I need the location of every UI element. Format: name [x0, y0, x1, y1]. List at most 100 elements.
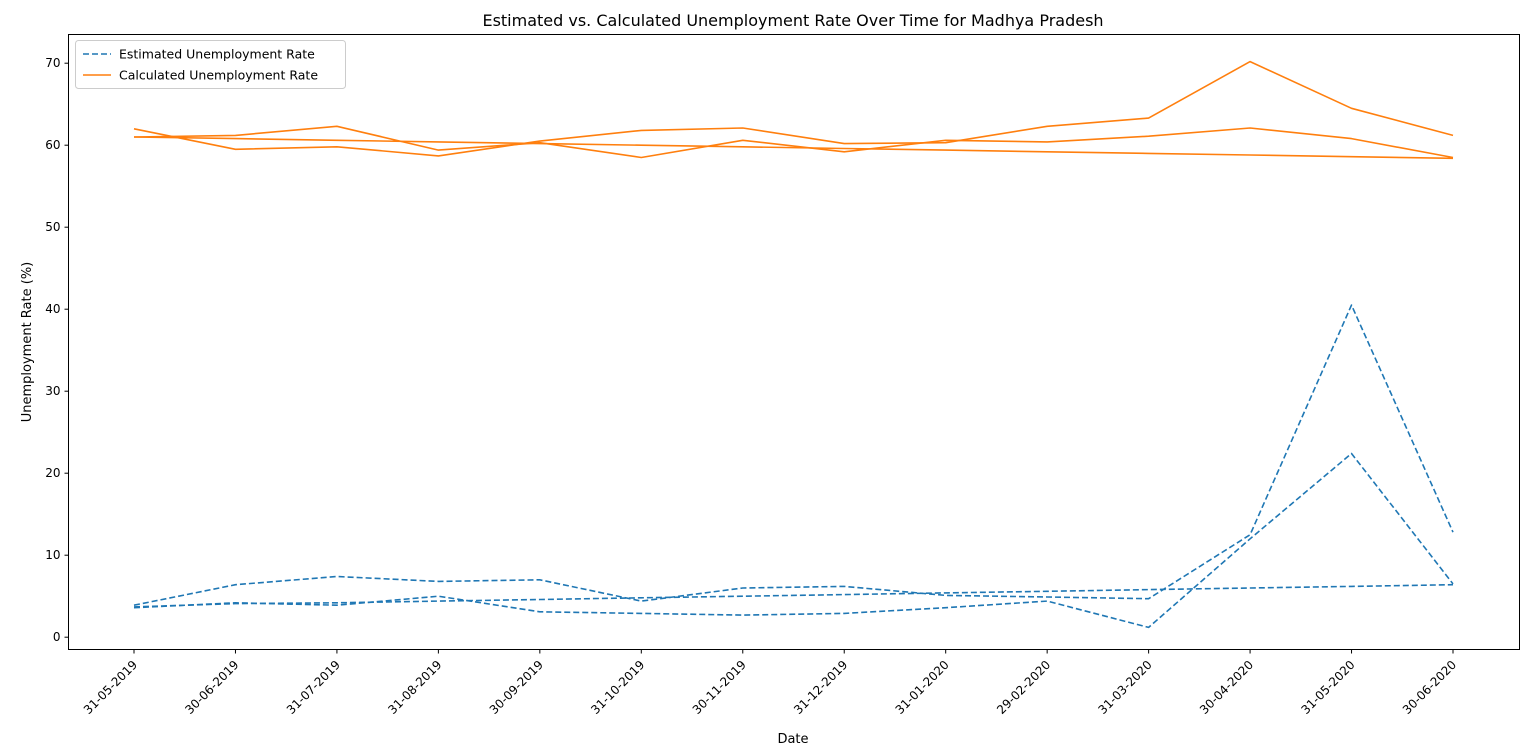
data-point — [336, 139, 338, 141]
legend-frame — [75, 40, 346, 89]
data-point — [945, 139, 947, 141]
y-tick-label: 10 — [45, 548, 60, 562]
data-point — [1351, 453, 1353, 455]
data-point — [1452, 135, 1454, 137]
y-tick-label: 20 — [45, 466, 60, 480]
data-point — [742, 146, 744, 148]
data-point — [235, 149, 237, 151]
data-point — [1351, 108, 1353, 110]
series-line — [133, 304, 1454, 606]
y-tick-label: 0 — [53, 630, 61, 644]
data-point — [1148, 589, 1150, 591]
data-point — [1452, 584, 1454, 586]
data-point — [1046, 151, 1048, 153]
x-axis-title: Date — [777, 732, 808, 747]
data-point — [1046, 126, 1048, 128]
data-point — [1249, 61, 1251, 63]
series-line — [133, 452, 1454, 629]
data-point — [945, 149, 947, 151]
series-calculated — [133, 60, 1454, 160]
y-tick-label: 30 — [45, 384, 60, 398]
data-point — [641, 600, 643, 602]
data-point — [1249, 534, 1251, 536]
data-point — [641, 597, 643, 599]
data-point — [1249, 127, 1251, 129]
data-point — [945, 607, 947, 609]
plot-frame — [68, 34, 1520, 650]
data-point — [1046, 596, 1048, 598]
series-estimated — [133, 304, 1454, 629]
data-point — [843, 143, 845, 145]
y-tick-label: 40 — [45, 302, 60, 316]
data-point — [336, 602, 338, 604]
data-point — [1046, 590, 1048, 592]
legend-label-calculated: Calculated Unemployment Rate — [119, 68, 318, 83]
data-point — [742, 127, 744, 129]
data-point — [133, 606, 135, 608]
data-point — [742, 587, 744, 589]
series-line — [133, 60, 1454, 157]
data-point — [1452, 531, 1454, 533]
series-line — [133, 583, 1454, 608]
data-point — [438, 595, 440, 597]
y-tick-label: 50 — [45, 220, 60, 234]
data-point — [539, 579, 541, 581]
y-tick-label: 60 — [45, 138, 60, 152]
data-point — [438, 155, 440, 157]
data-point — [641, 157, 643, 159]
data-point — [1148, 153, 1150, 155]
series-layer — [133, 60, 1454, 629]
y-axis-title: Unemployment Rate (%) — [20, 262, 35, 423]
data-point — [1351, 304, 1353, 306]
data-point — [336, 126, 338, 128]
data-point — [133, 128, 135, 130]
data-point — [438, 141, 440, 143]
data-point — [742, 139, 744, 141]
data-point — [945, 595, 947, 597]
data-point — [235, 138, 237, 140]
data-point — [742, 614, 744, 616]
data-point — [539, 599, 541, 601]
data-point — [539, 611, 541, 613]
data-point — [438, 600, 440, 602]
data-point — [539, 140, 541, 142]
data-point — [843, 594, 845, 596]
data-point — [235, 584, 237, 586]
data-point — [945, 142, 947, 144]
data-point — [133, 604, 135, 606]
data-point — [336, 146, 338, 148]
data-point — [1148, 117, 1150, 119]
legend-label-estimated: Estimated Unemployment Rate — [119, 47, 315, 62]
data-point — [1046, 600, 1048, 602]
data-point — [1148, 627, 1150, 629]
y-axis: 0 10 20 30 40 50 60 70 — [45, 56, 69, 644]
data-point — [843, 586, 845, 588]
data-point — [1351, 156, 1353, 158]
data-point — [1148, 135, 1150, 137]
data-point — [336, 576, 338, 578]
legend: Estimated Unemployment Rate Calculated U… — [75, 40, 346, 89]
data-point — [843, 148, 845, 150]
data-point — [1249, 587, 1251, 589]
data-point — [641, 130, 643, 132]
data-point — [1046, 141, 1048, 143]
data-point — [235, 135, 237, 137]
data-point — [945, 592, 947, 594]
data-point — [641, 613, 643, 615]
data-point — [1351, 138, 1353, 140]
data-point — [336, 604, 338, 606]
data-point — [1148, 598, 1150, 600]
series-line — [133, 136, 1454, 160]
data-point — [438, 581, 440, 583]
data-point — [1452, 158, 1454, 160]
data-point — [133, 136, 135, 138]
series-line — [133, 125, 1454, 159]
data-point — [539, 143, 541, 145]
data-point — [843, 613, 845, 615]
data-point — [235, 603, 237, 605]
chart-title: Estimated vs. Calculated Unemployment Ra… — [482, 11, 1103, 30]
data-point — [438, 149, 440, 151]
data-point — [1249, 538, 1251, 540]
